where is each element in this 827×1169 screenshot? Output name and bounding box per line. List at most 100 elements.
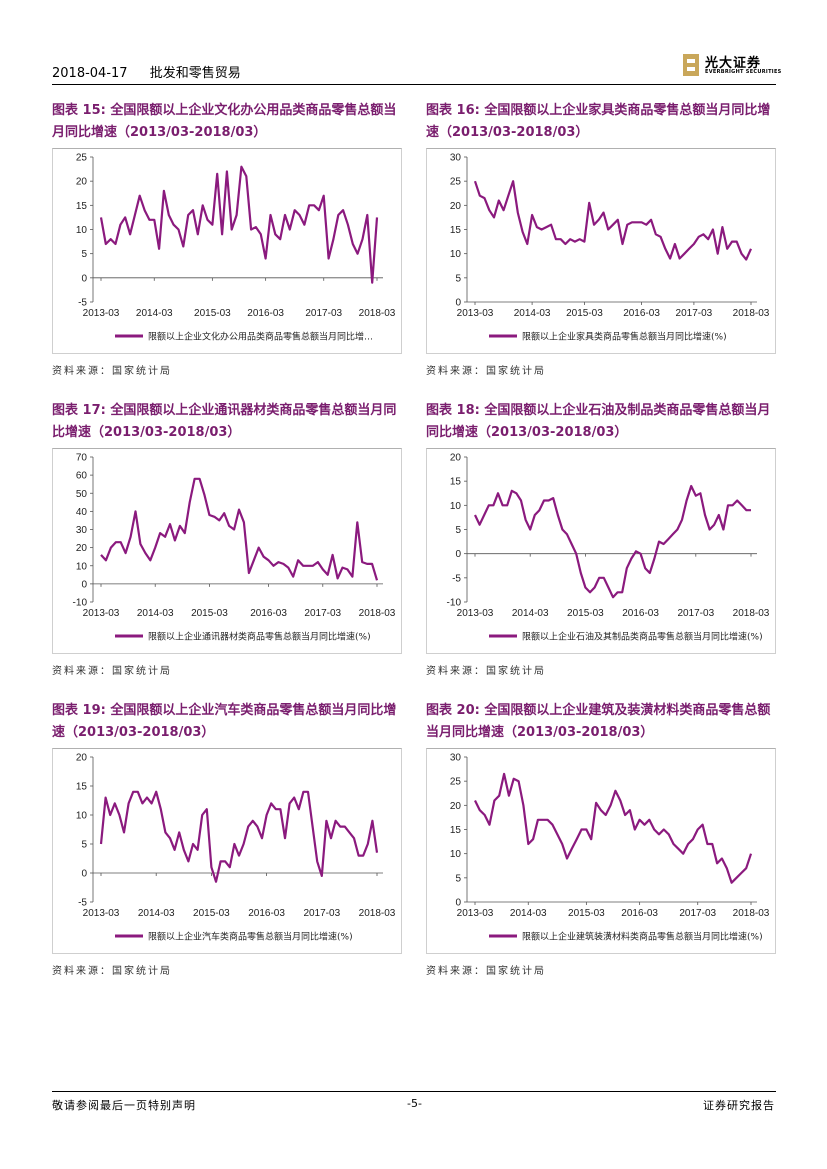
y-tick-label: 30 xyxy=(76,525,88,536)
x-tick-label: 2018-03 xyxy=(733,308,770,319)
y-tick-label: 25 xyxy=(450,777,462,788)
legend-label: 限额以上企业石油及其制品类商品零售总额当月同比增速(%) xyxy=(522,631,763,643)
x-tick-label: 2015-03 xyxy=(193,908,230,919)
x-tick-label: 2017-03 xyxy=(676,308,713,319)
y-tick-label: 20 xyxy=(76,753,88,764)
series-line xyxy=(474,772,753,884)
chart-title: 图表 18: 全国限额以上企业石油及制品类商品零售总额当月同比增速（2013/0… xyxy=(426,403,771,440)
report-section: 批发和零售贸易 xyxy=(149,66,241,81)
chart-frame: -5 0 5 10 15 20 2013-03 2014-03 2015-03 2016-03 20… xyxy=(52,748,402,954)
footer-divider xyxy=(52,1091,776,1092)
x-tick-label: 2015-03 xyxy=(566,308,603,319)
chart-frame: -10 -5 0 5 10 15 20 2013-03 2014-03 2015-03 2016-0… xyxy=(426,448,776,654)
x-tick-label: 2016-03 xyxy=(621,908,658,919)
y-tick-label: 20 xyxy=(450,201,462,212)
y-tick-label: 10 xyxy=(450,849,462,860)
logo-english-name: EVERBRIGHT SECURITIES xyxy=(705,69,782,75)
x-tick-label: 2014-03 xyxy=(512,608,549,619)
y-tick-label: 5 xyxy=(81,249,87,260)
footer-disclaimer: 敬请参阅最后一页特别声明 xyxy=(52,1099,196,1112)
x-tick-label: 2017-03 xyxy=(305,308,342,319)
y-tick-label: 0 xyxy=(81,579,87,590)
y-tick-label: 20 xyxy=(76,177,88,188)
y-tick-label: 40 xyxy=(76,507,88,518)
x-tick-label: 2016-03 xyxy=(247,308,284,319)
x-tick-label: 2016-03 xyxy=(623,308,660,319)
y-tick-label: 0 xyxy=(455,298,461,309)
source-note: 资料来源：国家统计局 xyxy=(426,966,546,977)
x-tick-label: 2016-03 xyxy=(250,608,287,619)
logo-chinese-name: 光大证券 xyxy=(705,56,762,71)
x-tick-label: 2017-03 xyxy=(304,608,341,619)
legend-label: 限额以上企业汽车类商品零售总额当月同比增速(%) xyxy=(148,931,353,943)
chart-title: 图表 20: 全国限额以上企业建筑及装潢材料类商品零售总额当月同比增速（2013… xyxy=(426,703,771,740)
series-line xyxy=(99,165,379,284)
chart-title: 图表 16: 全国限额以上企业家具类商品零售总额当月同比增速（2013/03-2… xyxy=(426,103,771,140)
y-tick-label: 15 xyxy=(450,477,462,488)
line-chart-fig20: 0 5 10 15 20 25 30 2013-03 2014-03 2015-03 2016-03… xyxy=(450,753,770,943)
legend-label: 限额以上企业家具类商品零售总额当月同比增速(%) xyxy=(522,331,727,343)
x-tick-label: 2016-03 xyxy=(248,908,285,919)
x-tick-label: 2013-03 xyxy=(457,908,494,919)
x-tick-label: 2013-03 xyxy=(457,308,494,319)
y-tick-label: 15 xyxy=(450,825,462,836)
header-divider xyxy=(52,84,776,85)
line-chart-fig18: -10 -5 0 5 10 15 20 2013-03 2014-03 2015-03 2016-0… xyxy=(447,453,770,643)
y-tick-label: 5 xyxy=(455,873,461,884)
line-chart-fig19: -5 0 5 10 15 20 2013-03 2014-03 2015-03 2016-03 20… xyxy=(76,753,396,943)
y-tick-label: 25 xyxy=(450,177,462,188)
x-tick-label: 2013-03 xyxy=(457,608,494,619)
y-tick-label: 25 xyxy=(76,153,88,164)
y-tick-label: 0 xyxy=(455,898,461,909)
x-tick-label: 2013-03 xyxy=(83,908,120,919)
x-tick-label: 2018-03 xyxy=(733,908,770,919)
x-tick-label: 2014-03 xyxy=(510,908,547,919)
x-tick-label: 2018-03 xyxy=(359,908,396,919)
page-number: -5- xyxy=(407,1097,422,1110)
legend-label: 限额以上企业通讯器材类商品零售总额当月同比增速(%) xyxy=(148,631,371,643)
source-note: 资料来源：国家统计局 xyxy=(52,666,172,677)
x-tick-label: 2014-03 xyxy=(514,308,551,319)
line-chart-fig16: 0 5 10 15 20 25 30 2013-03 2014-03 2015-03 2016-03… xyxy=(450,153,770,343)
x-tick-label: 2014-03 xyxy=(137,608,174,619)
chart-frame: -5 0 5 10 15 20 25 2013-03 2014-03 2015-03 2016-03… xyxy=(52,148,402,354)
x-tick-label: 2017-03 xyxy=(303,908,340,919)
y-tick-label: 15 xyxy=(450,225,462,236)
source-note: 资料来源：国家统计局 xyxy=(52,966,172,977)
y-tick-label: 15 xyxy=(76,782,88,793)
x-tick-label: 2017-03 xyxy=(677,608,714,619)
x-tick-label: 2013-03 xyxy=(83,608,120,619)
y-tick-label: 30 xyxy=(450,753,462,764)
chart-title: 图表 15: 全国限额以上企业文化办公用品类商品零售总额当月同比增速（2013/… xyxy=(52,103,397,140)
y-tick-label: -5 xyxy=(78,298,87,309)
y-tick-label: 60 xyxy=(76,471,88,482)
y-tick-label: -5 xyxy=(452,573,461,584)
x-tick-label: 2018-03 xyxy=(359,608,396,619)
series-line xyxy=(100,477,379,581)
legend-label: 限额以上企业文化办公用品类商品零售总额当月同比增… xyxy=(148,331,373,343)
y-tick-label: 10 xyxy=(76,811,88,822)
x-tick-label: 2016-03 xyxy=(622,608,659,619)
y-tick-label: 0 xyxy=(455,549,461,560)
x-tick-label: 2015-03 xyxy=(567,608,604,619)
series-line xyxy=(474,484,751,599)
x-tick-label: 2015-03 xyxy=(194,308,231,319)
y-tick-label: 5 xyxy=(81,840,87,851)
source-note: 资料来源：国家统计局 xyxy=(426,366,546,377)
y-tick-label: 5 xyxy=(455,273,461,284)
chart-frame: 0 5 10 15 20 25 30 2013-03 2014-03 2015-03 2016-03… xyxy=(426,148,776,354)
y-tick-label: 20 xyxy=(76,543,88,554)
chart-title: 图表 17: 全国限额以上企业通讯器材类商品零售总额当月同比增速（2013/03… xyxy=(52,403,397,440)
x-tick-label: 2015-03 xyxy=(568,908,605,919)
y-tick-label: 5 xyxy=(455,525,461,536)
y-tick-label: 20 xyxy=(450,453,462,464)
y-tick-label: 10 xyxy=(450,501,462,512)
x-tick-label: 2017-03 xyxy=(679,908,716,919)
x-tick-label: 2015-03 xyxy=(191,608,228,619)
series-line xyxy=(473,180,753,261)
x-tick-label: 2018-03 xyxy=(359,308,396,319)
chart-frame: 0 5 10 15 20 25 30 2013-03 2014-03 2015-03 2016-03… xyxy=(426,748,776,954)
series-line xyxy=(99,790,379,883)
y-tick-label: 30 xyxy=(450,153,462,164)
source-note: 资料来源：国家统计局 xyxy=(426,666,546,677)
